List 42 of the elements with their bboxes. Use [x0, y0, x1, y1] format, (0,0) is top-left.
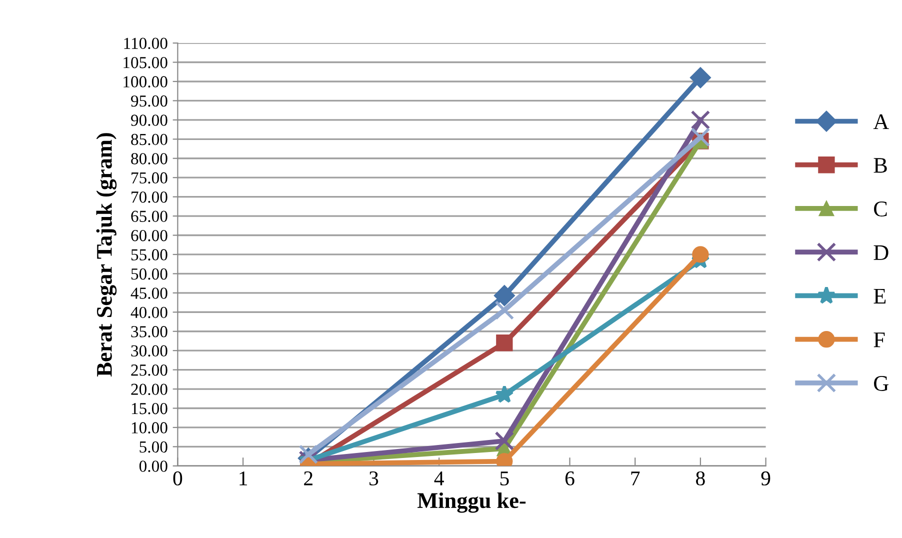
- x-tick-label: 3: [370, 471, 378, 486]
- y-tick-label: 60.00: [131, 230, 168, 242]
- x-tick-label: 4: [434, 472, 444, 486]
- y-tick-label: 20.00: [131, 384, 168, 396]
- y-tick-label: 80.00: [131, 153, 168, 164]
- x-tick-label: 9: [761, 471, 770, 486]
- y-tick-label: 90.00: [131, 114, 168, 126]
- legend-label: A: [873, 114, 889, 130]
- y-tick-label: 70.00: [132, 192, 168, 203]
- x-tick-label: 2: [304, 471, 312, 486]
- y-tick-label: 50.00: [131, 268, 168, 280]
- y-tick-label: 110.00: [124, 38, 168, 50]
- y-tick-label: 40.00: [130, 306, 168, 318]
- x-tick-label: 8: [696, 471, 705, 486]
- legend-label: D: [874, 245, 888, 260]
- x-tick-label: 5: [500, 472, 509, 486]
- x-tick-label: 1: [240, 471, 247, 486]
- y-tick-label: 95.00: [131, 95, 168, 107]
- y-tick-label: 15.00: [132, 402, 168, 414]
- y-axis-title: Berat Segar Tajuk (gram): [96, 133, 117, 376]
- y-tick-label: 35.00: [131, 326, 168, 338]
- x-tick-label: 7: [631, 472, 640, 486]
- y-tick-label: 100.00: [124, 76, 168, 88]
- y-tick-label: 25.00: [131, 364, 168, 376]
- y-tick-label: 0.00: [139, 460, 168, 472]
- y-tick-label: 65.00: [131, 210, 168, 222]
- legend-label: F: [874, 332, 885, 348]
- legend-label: G: [874, 376, 888, 391]
- y-tick-label: 10.00: [132, 422, 168, 434]
- y-tick-label: 45.00: [130, 288, 168, 299]
- legend-label: C: [874, 202, 887, 216]
- x-tick-label: 6: [565, 471, 574, 486]
- x-axis-title: Minggu ke-: [417, 492, 526, 513]
- y-tick-label: 75.00: [132, 172, 168, 184]
- legend-label: E: [874, 288, 886, 304]
- x-tick-label: 0: [173, 471, 182, 486]
- legend-label: B: [874, 158, 887, 173]
- y-tick-label: 5.00: [140, 441, 168, 453]
- y-tick-label: 105.00: [124, 56, 168, 68]
- y-tick-label: 85.00: [131, 134, 168, 146]
- y-tick-label: 55.00: [131, 249, 168, 260]
- y-tick-label: 30.00: [131, 345, 168, 357]
